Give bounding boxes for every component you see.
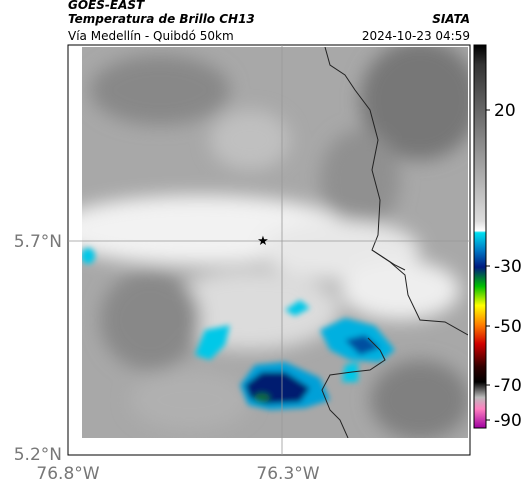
org: SIATA <box>432 12 470 26</box>
city-marker: ★ <box>257 234 269 249</box>
lon-label: 76.8°W <box>36 464 99 484</box>
lat-label: 5.7°N <box>14 232 62 252</box>
satellite-image <box>82 47 468 438</box>
colorbar-label: -50 <box>494 317 522 337</box>
lon-label: 76.3°W <box>256 464 319 484</box>
colorbar <box>473 44 487 429</box>
lat-label: 5.2°N <box>14 445 62 465</box>
colorbar-label: -30 <box>494 257 522 277</box>
colorbar-ticks <box>486 109 490 421</box>
colorbar-label: -70 <box>494 376 522 396</box>
border-line <box>324 47 468 336</box>
colorbar-label: 20 <box>494 101 516 121</box>
subtitle: Vía Medellín - Quibdó 50km <box>68 29 234 43</box>
source: GOES-EAST <box>68 0 145 12</box>
datetime: 2024-10-23 04:59 <box>362 29 470 43</box>
title: Temperatura de Brillo CH13 <box>68 12 255 26</box>
colorbar-label: -90 <box>494 411 522 431</box>
border-line <box>321 249 406 438</box>
